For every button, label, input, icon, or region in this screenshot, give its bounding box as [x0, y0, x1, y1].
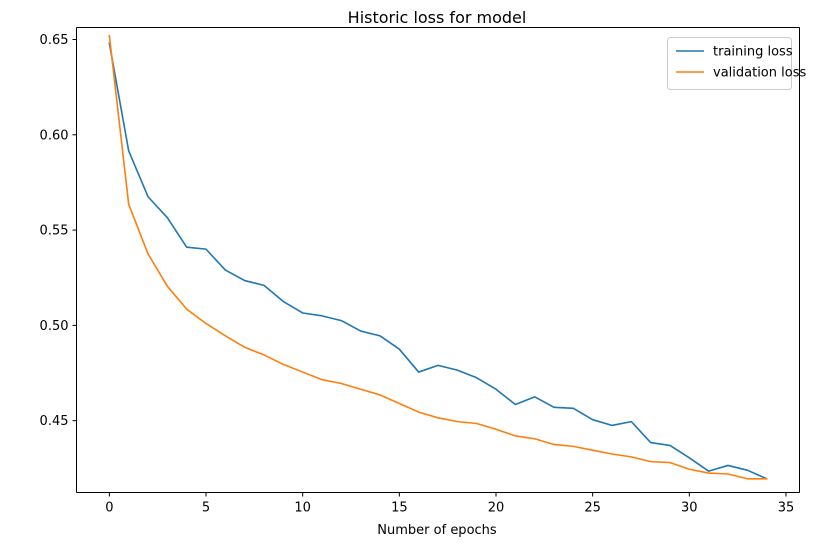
series-line-training-loss: [108, 42, 768, 480]
x-tick-label: 30: [681, 501, 698, 516]
y-tick-label: 0.65: [40, 33, 69, 48]
x-tick-label: 15: [391, 501, 408, 516]
axes-frame: [76, 27, 800, 493]
series-group: [108, 34, 768, 480]
legend-label-validation-loss: validation loss: [713, 66, 806, 81]
y-tick-label: 0.60: [40, 128, 69, 143]
y-axis-ticks: 0.45 0.50 0.55 0.60 0.65: [40, 33, 77, 429]
x-tick-label: 5: [202, 501, 210, 516]
x-tick-label: 20: [488, 501, 505, 516]
chart-title: Historic loss for model: [348, 8, 527, 27]
y-tick-label: 0.55: [40, 224, 69, 239]
x-axis-ticks: 0 5 10 15 20 25 30 35: [105, 492, 795, 516]
x-tick-label: 10: [294, 501, 311, 516]
legend-label-training-loss: training loss: [713, 45, 793, 60]
plot-area: [76, 27, 800, 493]
series-line-validation-loss: [108, 34, 768, 480]
x-tick-label: 25: [584, 501, 601, 516]
x-axis-label: Number of epochs: [377, 523, 497, 538]
x-tick-label: 35: [778, 501, 795, 516]
x-tick-label: 0: [105, 501, 113, 516]
legend: training loss validation loss: [667, 37, 806, 90]
y-tick-label: 0.50: [40, 319, 69, 334]
y-tick-label: 0.45: [40, 414, 69, 429]
